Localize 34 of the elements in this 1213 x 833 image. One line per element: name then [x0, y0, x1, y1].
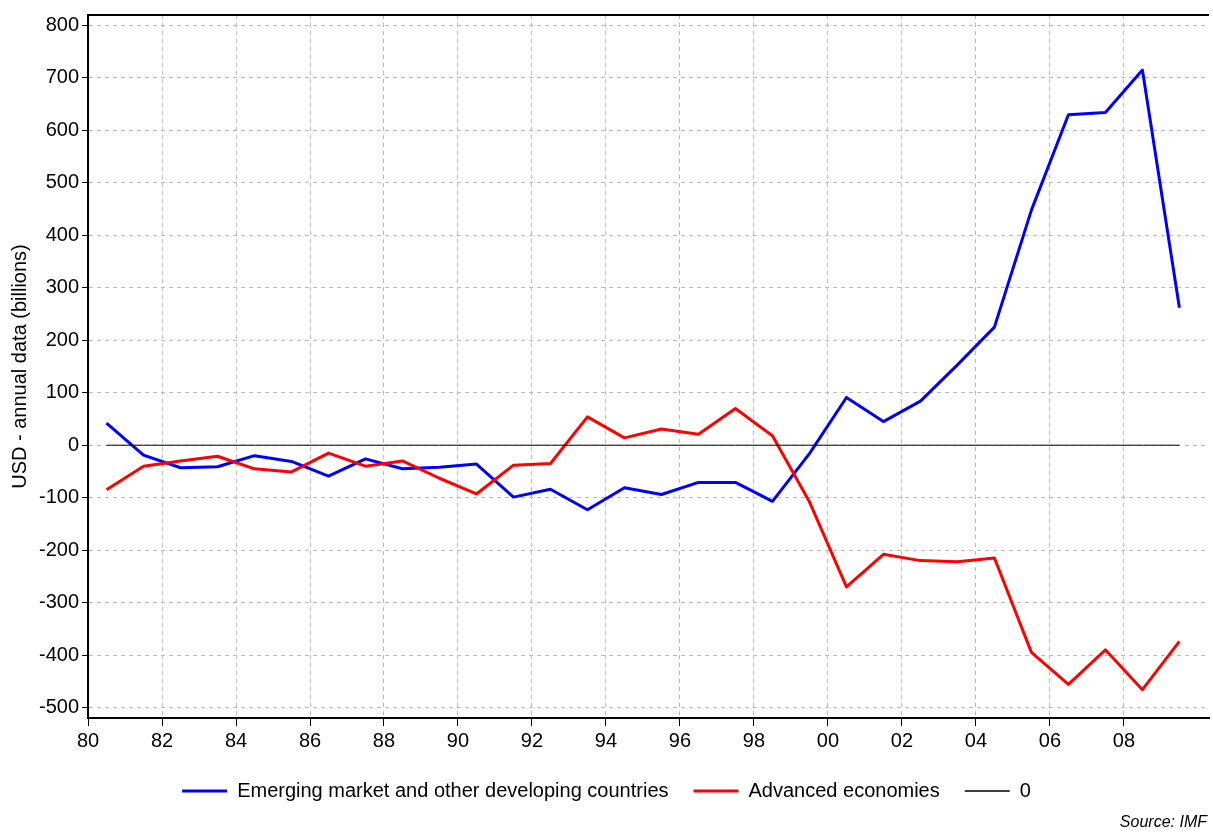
y-tick-label: 600 — [45, 117, 80, 140]
x-tick-label: 04 — [964, 728, 988, 751]
x-tick-label: 08 — [1112, 728, 1136, 751]
legend-label: Emerging market and other developing countries — [237, 778, 669, 801]
y-tick-label: -100 — [39, 485, 80, 508]
y-tick-label: 200 — [45, 327, 80, 350]
x-tick-label: 86 — [298, 728, 322, 751]
x-tick-label: 90 — [446, 728, 470, 751]
y-tick-label: -200 — [39, 537, 80, 560]
y-tick-label: -300 — [39, 590, 80, 613]
x-tick-label: 96 — [668, 728, 692, 751]
x-tick-label: 98 — [742, 728, 766, 751]
x-tick-label: 92 — [520, 728, 544, 751]
x-tick-label: 82 — [150, 728, 174, 751]
x-tick-label: 02 — [890, 728, 914, 751]
legend-label: 0 — [1019, 778, 1031, 801]
x-tick-label: 88 — [372, 728, 396, 751]
x-tick-label: 00 — [816, 728, 840, 751]
y-tick-label: 0 — [67, 432, 80, 455]
y-tick-label: 500 — [45, 170, 80, 193]
y-axis-title: USD - annual data (billions) — [7, 244, 30, 489]
x-tick-label: 80 — [76, 728, 100, 751]
y-tick-label: 400 — [45, 222, 80, 245]
y-tick-label: 800 — [45, 13, 80, 36]
legend-label: Advanced economies — [748, 778, 940, 801]
y-tick-label: -500 — [39, 695, 80, 718]
y-tick-label: -400 — [39, 642, 80, 665]
x-tick-label: 84 — [224, 728, 248, 751]
y-tick-label: 300 — [45, 275, 80, 298]
source-note: Source: IMF — [1119, 813, 1207, 831]
y-tick-label: 700 — [45, 65, 80, 88]
x-tick-label: 06 — [1038, 728, 1062, 751]
y-tick-label: 100 — [45, 380, 80, 403]
x-tick-label: 94 — [594, 728, 618, 751]
